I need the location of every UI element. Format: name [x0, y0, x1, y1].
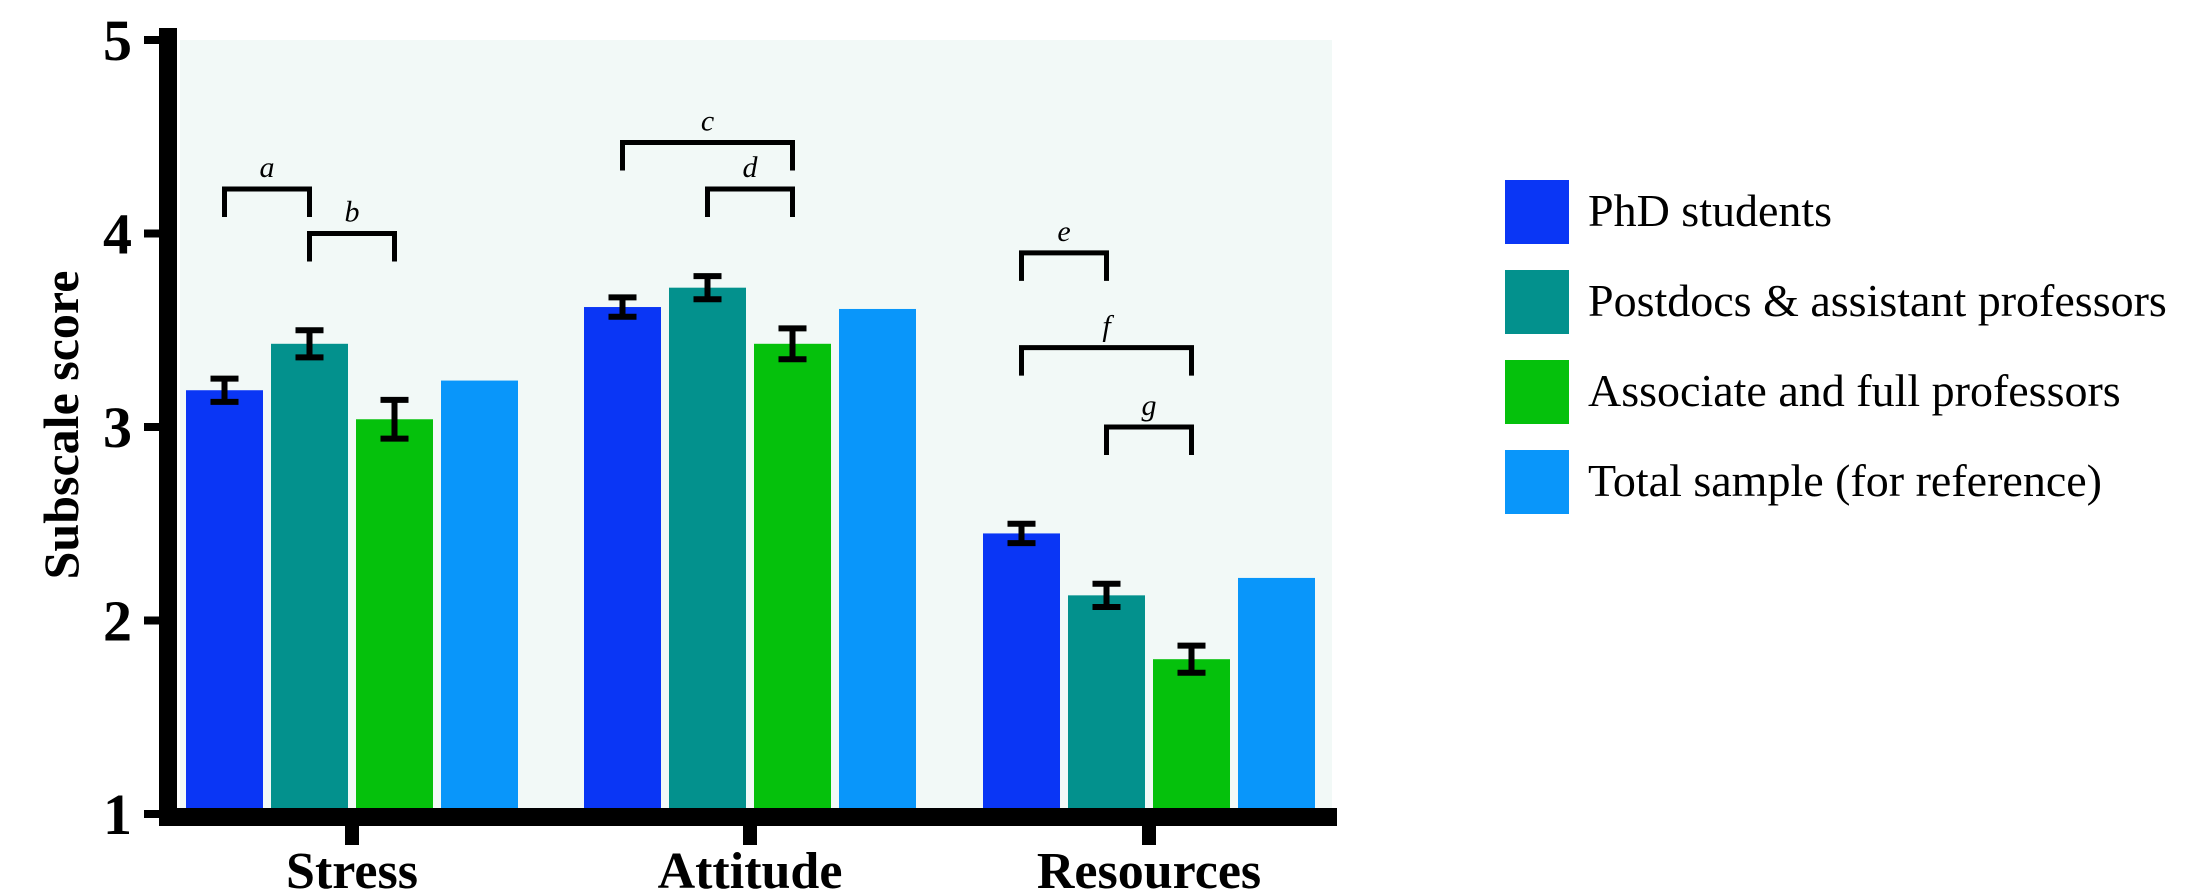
significance-label: e	[1057, 215, 1070, 248]
bar	[754, 343, 831, 814]
significance-bracket	[1019, 345, 1194, 376]
bar	[441, 380, 518, 814]
bar	[186, 390, 263, 814]
bar	[1068, 595, 1145, 814]
significance-label: b	[345, 196, 360, 229]
significance-label: d	[743, 151, 759, 184]
y-tick-label: 1	[103, 782, 132, 847]
significance-label: c	[701, 105, 714, 138]
y-tick-label: 5	[103, 8, 132, 73]
bar	[584, 307, 661, 814]
x-tick-label: Attitude	[658, 843, 843, 890]
significance-bracket	[1019, 250, 1109, 281]
significance-bracket	[705, 186, 795, 217]
legend-swatch	[1505, 180, 1569, 244]
legend-swatch	[1505, 450, 1569, 514]
bar	[1153, 659, 1230, 814]
y-tick-label: 3	[103, 395, 132, 460]
bar	[669, 287, 746, 814]
bar	[271, 343, 348, 814]
significance-bracket	[1104, 424, 1194, 455]
legend-label: Total sample (for reference)	[1588, 455, 2102, 506]
y-tick-label: 2	[103, 589, 132, 654]
bar	[839, 308, 916, 814]
significance-bracket	[307, 231, 397, 262]
bar	[1238, 577, 1315, 814]
significance-bracket	[620, 140, 795, 171]
legend-swatch	[1505, 360, 1569, 424]
significance-label: g	[1142, 389, 1157, 422]
bar	[983, 533, 1060, 814]
significance-label: a	[260, 151, 275, 184]
significance-bracket	[222, 186, 312, 217]
x-tick-label: Stress	[286, 843, 418, 890]
bar	[356, 419, 433, 814]
y-tick-label: 4	[103, 202, 132, 267]
legend-label: PhD students	[1588, 185, 1832, 236]
y-axis-title: Subscale score	[33, 271, 89, 580]
legend-swatch	[1505, 270, 1569, 334]
legend-label: Postdocs & assistant professors	[1588, 275, 2167, 326]
legend-label: Associate and full professors	[1588, 365, 2121, 416]
x-tick-label: Resources	[1037, 843, 1261, 890]
